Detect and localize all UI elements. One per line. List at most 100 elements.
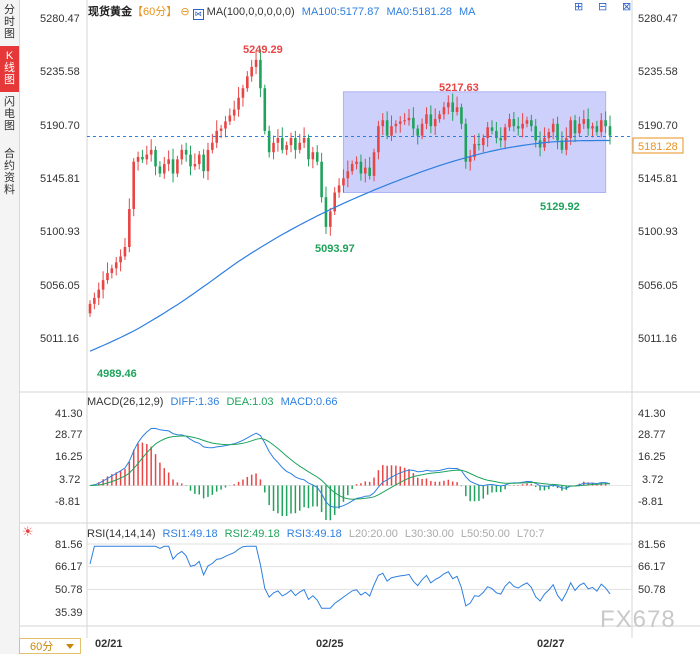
candle-body (508, 119, 511, 128)
candle-body (342, 178, 345, 186)
candle-body (547, 132, 551, 139)
macd-header: MACD(26,12,9) DIFF:1.36 DEA:1.03 MACD:0.… (87, 396, 337, 408)
candle-body (447, 102, 450, 108)
current-price-badge (632, 137, 684, 154)
candle-body (525, 120, 529, 124)
candle-body (412, 117, 415, 129)
candle-body (503, 127, 507, 141)
candle-body (294, 138, 297, 150)
price-tick-label-right: 5011.16 (638, 333, 677, 345)
candle-body (333, 192, 337, 212)
collapse-icon[interactable]: ⊟ (598, 1, 608, 13)
candle-body (320, 161, 323, 198)
candle-body (119, 256, 122, 263)
candle-body (114, 262, 118, 269)
candle-body (202, 154, 205, 172)
candle-body (569, 120, 572, 139)
macd-tick-label: 28.77 (55, 429, 83, 441)
candle-body (276, 138, 280, 143)
candle-body (101, 280, 105, 290)
candle-body (272, 142, 275, 153)
price-tick-label: 5056.05 (40, 280, 80, 292)
price-panel (87, 49, 632, 352)
candle-body (224, 121, 227, 129)
candle-body (110, 268, 114, 274)
candle-body (123, 246, 127, 257)
tab-kline[interactable]: K线图 (0, 46, 19, 92)
l30-value: L30:30.00 (404, 528, 454, 540)
chart-header: 现货黄金【60分】 ⊖ ⋈ MA(100,0,0,0,0,0) MA100:51… (88, 3, 476, 20)
candle-body (468, 156, 472, 162)
tab-timeshare[interactable]: 分时图 (0, 4, 19, 42)
candle-body (250, 66, 253, 77)
candle-body (132, 161, 135, 210)
price-tick-label-right: 5190.70 (638, 120, 678, 132)
candle-body (215, 130, 219, 143)
candle-body (359, 161, 363, 174)
tab-contract[interactable]: 合约资料 (0, 148, 19, 204)
candle-body (573, 120, 577, 134)
candle-body (398, 121, 402, 124)
candle-body (263, 88, 267, 131)
candle-body (442, 107, 446, 115)
candle-body (486, 127, 489, 139)
candle-body (586, 119, 590, 129)
candle-body (455, 107, 459, 112)
rsi-tick-label: 81.56 (55, 539, 83, 551)
price-annotations: 5249.29 5217.63 4989.46 5093.97 5129.92 (97, 44, 580, 380)
price-tick-label: 5145.81 (40, 173, 80, 185)
grid-icon[interactable]: ⊞ (574, 1, 584, 13)
ma-extra: MA (459, 6, 476, 18)
candle-body (451, 102, 454, 112)
high-annotation: 5249.29 (243, 44, 283, 56)
candle-body (516, 126, 520, 129)
diff-line (89, 427, 611, 508)
candle-body (534, 126, 538, 141)
candle-body (237, 97, 240, 110)
tab-timeshare-label: 分时图 (4, 4, 15, 40)
period-button[interactable]: 60分 (19, 638, 81, 654)
ma100-value: MA100:5177.87 (301, 6, 380, 18)
rsi1-value: RSI1:49.18 (162, 528, 218, 540)
candle-body (599, 120, 603, 133)
rsi-tick-label: 35.39 (55, 607, 83, 619)
candle-body (363, 167, 367, 174)
candle-body (128, 209, 131, 247)
candle-body (346, 171, 350, 179)
tab-flash[interactable]: 闪电图 (0, 96, 19, 136)
dea-line (89, 435, 610, 500)
candle-body (565, 138, 568, 150)
settings-icon[interactable]: ⊖ (180, 6, 190, 18)
close-icon[interactable]: ⊠ (622, 1, 632, 13)
sidebar: 分时图 K线图 闪电图 合约资料 (0, 0, 20, 654)
sun-icon[interactable]: ☀ (22, 524, 34, 539)
candle-body (490, 127, 494, 131)
low-end-annotation: 5129.92 (540, 201, 580, 213)
candle-body (193, 164, 197, 167)
macd-tick-label-right: 28.77 (638, 429, 666, 441)
candle-body (420, 123, 424, 136)
price-tick-label-right: 5235.58 (638, 66, 678, 78)
tab-contract-label: 合约资料 (4, 148, 15, 196)
candle-body (425, 114, 428, 124)
price-tick-label-right: 5145.81 (638, 173, 678, 185)
candle-body (149, 149, 153, 155)
macd-panel (87, 427, 632, 521)
candle-body (246, 76, 249, 89)
candle-body (219, 128, 223, 131)
candle-body (162, 164, 166, 174)
candle-body (595, 126, 599, 133)
macd-label: MACD(26,12,9) (87, 396, 164, 408)
candle-body (211, 142, 214, 150)
candle-body (154, 149, 157, 167)
candle-body (206, 149, 210, 172)
candle-body (582, 119, 586, 124)
macd-tick-label: 41.30 (55, 408, 83, 420)
candle-body (254, 59, 258, 67)
candle-body (307, 138, 310, 160)
candle-body (289, 138, 293, 146)
ma100-line (89, 139, 610, 352)
candle-body (429, 114, 433, 127)
current-price-badge-label: 5181.28 (638, 141, 678, 153)
price-tick-label-right: 5280.47 (638, 13, 678, 25)
